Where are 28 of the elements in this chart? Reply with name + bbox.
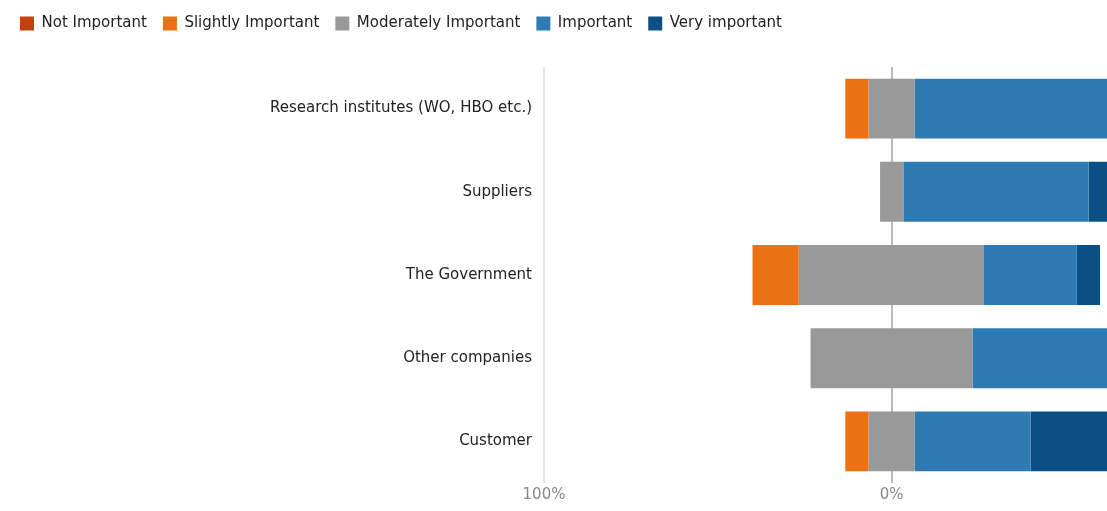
bar — [983, 245, 1077, 305]
legend-label: Moderately Important — [356, 13, 521, 32]
bar — [914, 411, 1031, 472]
bar — [1076, 245, 1101, 305]
bar — [1030, 411, 1107, 472]
legend-label: Not Important — [41, 13, 148, 32]
x-tick-label: 0% — [879, 484, 904, 503]
bar — [914, 78, 1107, 139]
legend-label: Important — [557, 13, 633, 32]
y-tick-label: Customer — [459, 431, 533, 450]
y-tick-label: Other companies — [403, 348, 533, 367]
bar — [880, 161, 904, 222]
y-tick-label: Suppliers — [462, 181, 533, 200]
bar — [1088, 161, 1107, 222]
y-tick-label: Research institutes (WO, HBO etc.) — [269, 98, 532, 117]
legend-label: Very important — [669, 13, 783, 32]
bar — [903, 161, 1089, 222]
bar — [845, 411, 869, 472]
bar — [810, 328, 973, 389]
legend-label: Slightly Important — [184, 13, 320, 32]
x-tick-label: 100% — [522, 484, 566, 503]
bar — [845, 78, 869, 139]
bar — [972, 328, 1107, 389]
bar — [752, 245, 799, 305]
y-tick-label: The Government — [404, 264, 533, 283]
bar — [868, 78, 915, 139]
bar — [868, 411, 915, 472]
bar — [798, 245, 984, 305]
